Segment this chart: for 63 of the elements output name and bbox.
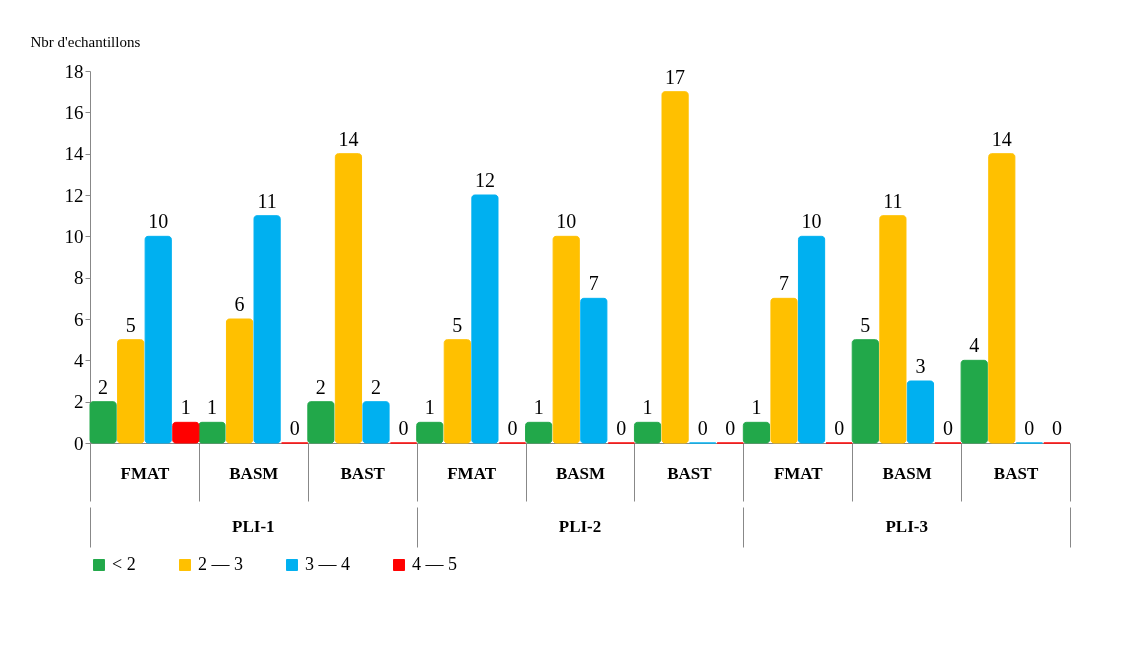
x-tick-label: FMAT <box>120 463 170 483</box>
x-tick-label: BAST <box>993 463 1039 483</box>
text: PLI-3 <box>885 517 928 536</box>
y-tick-label: 18 <box>64 60 84 82</box>
data-label: 5 <box>125 313 136 336</box>
data-label: 0 <box>1024 417 1035 439</box>
legend-label: < 2 <box>112 554 136 574</box>
data-label: 0 <box>834 417 845 439</box>
text: PLI-1 <box>232 517 275 536</box>
data-label: 11 <box>883 189 903 212</box>
x-tick-label: FMAT <box>773 463 824 483</box>
x-tick-label: BAST <box>340 463 386 483</box>
data-label: 6 <box>234 293 245 315</box>
data-label: 3 <box>915 355 926 377</box>
y-axis-title: Nbr d'echantillons <box>30 33 141 50</box>
data-label: 1 <box>642 396 653 419</box>
data-label: 5 <box>452 313 463 336</box>
y-tick-label: 14 <box>64 143 84 165</box>
data-label: 1 <box>424 396 435 419</box>
data-label: 4 <box>969 334 980 357</box>
y-tick-label: 8 <box>74 267 84 289</box>
y-tick-label: 6 <box>74 308 84 330</box>
x-tick-label: BAST <box>667 463 713 483</box>
data-label: 2 <box>371 375 382 398</box>
x-tick-label: FMAT <box>447 463 497 483</box>
data-label: 0 <box>616 417 627 439</box>
legend-label: 3 — 4 <box>305 554 350 574</box>
y-tick-label: 2 <box>74 391 84 413</box>
data-label: 17 <box>665 65 686 88</box>
data-label: 14 <box>338 127 359 150</box>
data-label: 10 <box>148 210 169 233</box>
data-label: 2 <box>315 375 326 398</box>
data-label: 1 <box>206 396 217 419</box>
data-label: 14 <box>991 127 1012 150</box>
data-label: 10 <box>556 210 577 233</box>
legend-label: 4 — 5 <box>412 554 457 574</box>
data-label: 2 <box>98 375 109 398</box>
y-tick-label: 12 <box>64 184 84 206</box>
data-label: 0 <box>725 417 736 439</box>
data-label: 0 <box>1051 417 1062 439</box>
data-label: 0 <box>697 417 708 439</box>
data-label: 1 <box>533 396 544 419</box>
data-label: 0 <box>507 417 518 439</box>
data-label: 0 <box>398 417 409 439</box>
data-label: 0 <box>943 417 954 439</box>
data-label: 1 <box>180 396 191 419</box>
text: PLI-2 <box>558 517 602 536</box>
data-label: 7 <box>588 272 599 295</box>
data-label: 12 <box>474 169 495 191</box>
y-tick-label: 16 <box>64 101 84 123</box>
data-label: 11 <box>257 189 277 212</box>
data-label: 5 <box>860 313 871 336</box>
x-tick-label: BASM <box>555 463 606 483</box>
data-label: 10 <box>801 210 822 233</box>
x-tick-label: BASM <box>882 463 932 483</box>
data-label: 7 <box>778 272 789 295</box>
y-tick-label: 4 <box>74 349 84 371</box>
data-label: 0 <box>289 417 300 439</box>
x-tick-label: BASM <box>229 463 279 483</box>
y-tick-label: 0 <box>74 432 84 454</box>
data-label: 1 <box>751 396 762 419</box>
y-tick-label: 10 <box>64 225 84 247</box>
legend-label: 2 — 3 <box>198 554 243 574</box>
